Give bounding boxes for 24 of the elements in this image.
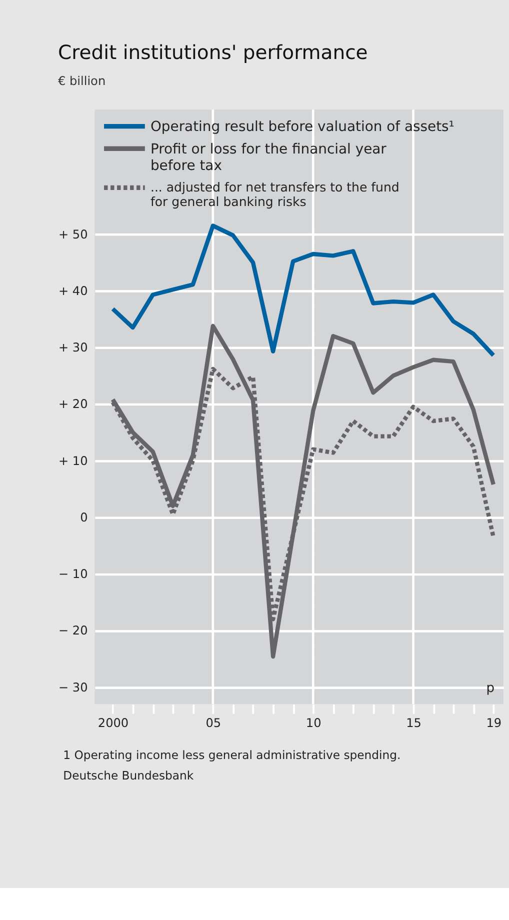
legend-label: Operating result before valuation of assets¹ bbox=[150, 118, 454, 135]
x-tick-label: 10 bbox=[306, 716, 322, 730]
y-tick-label: 0 bbox=[80, 510, 88, 524]
y-tick-label: − 10 bbox=[58, 567, 88, 582]
chart-subtitle: € billion bbox=[58, 74, 106, 88]
y-tick-label: + 20 bbox=[58, 397, 88, 412]
annotation: p bbox=[486, 681, 495, 696]
legend-label: Profit or loss for the financial year before tax bbox=[150, 141, 387, 174]
y-tick-label: + 50 bbox=[58, 227, 88, 242]
line-series bbox=[110, 224, 496, 358]
x-tick-label: 2000 bbox=[98, 716, 129, 730]
y-tick-label: − 30 bbox=[58, 680, 88, 694]
x-tick-label: 05 bbox=[206, 716, 222, 730]
x-tick-label: 19 bbox=[486, 716, 502, 730]
y-tick-label: + 40 bbox=[58, 284, 88, 298]
y-tick-label: + 10 bbox=[58, 454, 88, 468]
line-series bbox=[110, 324, 496, 659]
legend-label: ... adjusted for net transfers to the fund for general banking risks bbox=[150, 179, 400, 210]
text: Deutsche Bundesbank bbox=[63, 768, 194, 782]
y-tick-label: − 20 bbox=[58, 624, 88, 638]
text: 1 Operating income less general administrative spending. bbox=[63, 748, 401, 762]
y-tick-label: + 30 bbox=[58, 340, 88, 355]
chart-title: Credit institutions' performance bbox=[58, 41, 368, 64]
x-tick-label: 15 bbox=[406, 716, 422, 730]
